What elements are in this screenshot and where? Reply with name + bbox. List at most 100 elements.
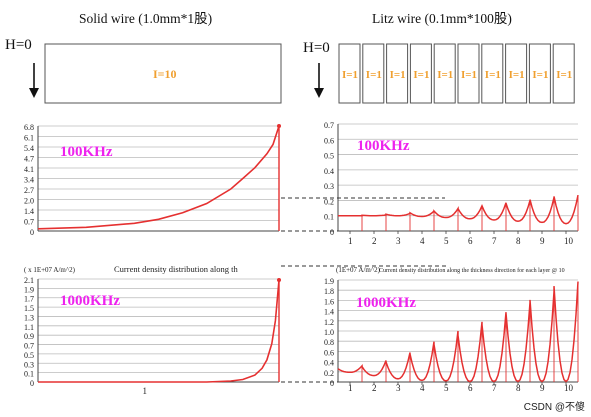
y-tick-label: 6.8	[24, 123, 34, 132]
h-zero-label-litz: H=0	[303, 40, 330, 56]
y-tick-label: 3.4	[24, 176, 34, 185]
y-tick-label: 0.7	[24, 218, 34, 227]
litz-current-label: I=1	[437, 69, 453, 81]
series-line	[37, 125, 280, 230]
chart-litz-100k: 0.7 0.6 0.5 0.4 0.3 0.2 0.1 0 1 2 3 4 5 6 7 8 9 10 100KHz	[324, 121, 579, 246]
y-tick-label: 0.3	[324, 182, 334, 191]
x-tick-label: 3	[396, 236, 401, 246]
litz-strand-box	[338, 43, 361, 104]
x-tick-label: 2	[372, 383, 377, 393]
y-tick-label: 4.7	[24, 155, 34, 164]
litz-strands: I=1 I=1 I=1 I=1 I=1 I=1 I=1 I=1 I=1 I=1	[338, 43, 575, 104]
x-tick-label: 1	[348, 383, 353, 393]
litz-strand-box	[409, 43, 432, 104]
y-tick-label: 0.1	[324, 213, 334, 222]
x-tick-label: 3	[396, 383, 401, 393]
chart-litz-1000k: 1.91.81.6 1.41.21.00.80.6 0.40.20 1 2 3 4 5 6 7 8 9…	[324, 266, 579, 393]
y-tick-label: 1.8	[324, 287, 334, 296]
y-unit-label: (1E+07 A/m^2)	[336, 266, 381, 274]
chart-title: Current density distribution along th	[114, 264, 238, 274]
chart-solid-100k: 6.8 6.15.4 4.74.1 3.42.7 2.01.4 0.70 100KHz	[24, 123, 281, 237]
litz-strand-box	[552, 43, 575, 104]
solid-wire-title: Solid wire (1.0mm*1股)	[79, 11, 213, 26]
y-tick-label: 1.2	[324, 318, 334, 327]
arrowhead-litz	[314, 88, 324, 98]
litz-current-label: I=1	[485, 69, 501, 81]
y-tick-label: 2.1	[24, 276, 34, 285]
frequency-label: 1000KHz	[60, 293, 120, 309]
solid-current-label: I=10	[153, 67, 177, 81]
y-tick-label: 0	[330, 379, 334, 388]
x-tick-label: 4	[420, 383, 425, 393]
x-tick-label: 7	[492, 383, 497, 393]
litz-current-label: I=1	[342, 69, 358, 81]
y-tick-label: 0.9	[24, 332, 34, 341]
y-tick-label: 0.4	[324, 359, 334, 368]
litz-strand-box	[528, 43, 551, 104]
endpoint-marker	[277, 277, 281, 282]
y-tick-label: 5.4	[24, 144, 34, 153]
litz-strand-box	[481, 43, 504, 104]
watermark: CSDN @不傻	[523, 402, 585, 413]
series-line	[38, 279, 280, 383]
x-tick-label: 9	[540, 383, 545, 393]
y-tick-label: 0.7	[324, 121, 334, 130]
y-tick-label: 1.7	[24, 295, 34, 304]
litz-current-label: I=1	[556, 69, 572, 81]
series-line	[338, 194, 579, 225]
x-tick-label: 5	[444, 383, 449, 393]
x-tick-label: 4	[420, 236, 425, 246]
endpoint-marker	[277, 124, 281, 128]
y-tick-label: 1.4	[24, 207, 34, 216]
y-tick-label: 0.8	[324, 338, 334, 347]
x-tick-label: 8	[516, 236, 521, 246]
y-tick-label: 1.4	[324, 308, 334, 317]
y-tick-label: 6.1	[24, 134, 34, 143]
litz-strand-box	[457, 43, 480, 104]
x-tick-label: 1	[143, 386, 148, 396]
y-tick-label: 0.6	[324, 136, 334, 145]
litz-current-label: I=1	[509, 69, 525, 81]
litz-strand-box	[505, 43, 528, 104]
y-tick-label: 1.0	[324, 328, 334, 337]
x-tick-label: 6	[468, 236, 473, 246]
y-tick-label: 0.1	[24, 370, 34, 379]
frequency-label: 100KHz	[60, 144, 113, 160]
solid-conductor-box	[44, 43, 282, 104]
y-tick-label: 1.9	[324, 277, 334, 286]
x-tick-label: 10	[564, 236, 574, 246]
y-tick-label: 2.7	[24, 186, 34, 195]
y-tick-label: 0	[330, 228, 334, 237]
chart-title: Current density distribution along the t…	[379, 267, 565, 274]
frequency-label: 100KHz	[357, 138, 410, 154]
frequency-label: 1000KHz	[356, 295, 416, 311]
y-tick-label: 0	[30, 228, 34, 237]
y-unit-label: ( x 1E+07 A/m^2)	[24, 266, 76, 274]
y-tick-label: 1.9	[24, 285, 34, 294]
x-tick-label: 9	[540, 236, 545, 246]
litz-strand-box	[433, 43, 456, 104]
x-tick-label: 8	[516, 383, 521, 393]
litz-current-label: I=1	[413, 69, 429, 81]
litz-strand-box	[386, 43, 409, 104]
y-tick-label: 1.3	[24, 313, 34, 322]
litz-current-label: I=1	[532, 69, 548, 81]
y-tick-label: 1.1	[24, 323, 34, 332]
y-tick-label: 0.6	[324, 348, 334, 357]
x-tick-label: 6	[468, 383, 473, 393]
h-zero-label-solid: H=0	[5, 37, 32, 53]
y-tick-label: 0.5	[24, 351, 34, 360]
y-tick-label: 0.2	[324, 369, 334, 378]
litz-strand-box	[362, 43, 385, 104]
y-tick-label: 2.0	[24, 197, 34, 206]
y-tick-label: 0.5	[324, 152, 334, 161]
y-tick-label: 0.2	[324, 197, 334, 206]
litz-current-label: I=1	[461, 69, 477, 81]
x-tick-label: 10	[564, 383, 574, 393]
litz-current-label: I=1	[390, 69, 406, 81]
y-tick-label: 1.5	[24, 304, 34, 313]
y-tick-label: 0.3	[24, 360, 34, 369]
x-tick-label: 7	[492, 236, 497, 246]
litz-wire-title: Litz wire (0.1mm*100股)	[372, 11, 512, 26]
